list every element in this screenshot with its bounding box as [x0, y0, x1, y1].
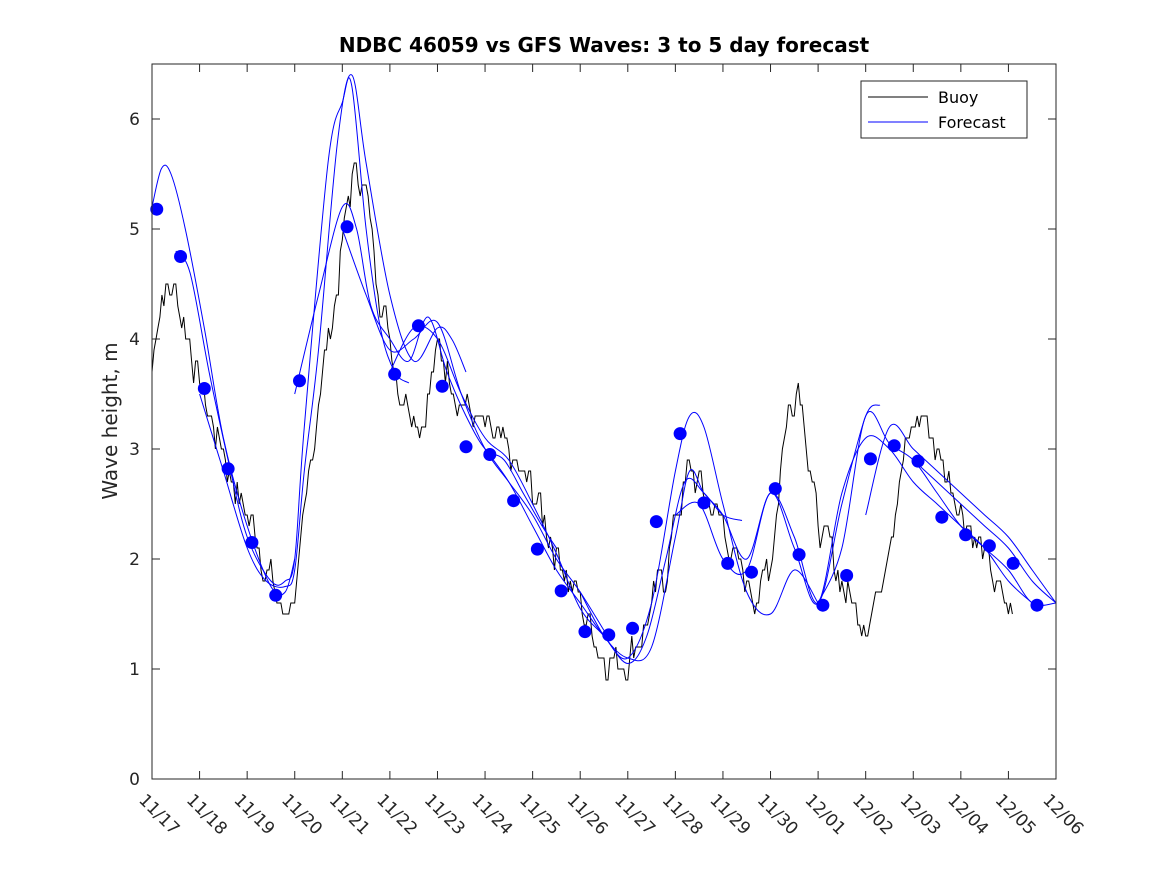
x-tick-label: 11/19: [230, 790, 279, 839]
buoy-line: [151, 162, 1013, 681]
y-tick-label: 1: [129, 660, 140, 680]
forecast-line-5: [341, 228, 605, 631]
x-tick-labels: 11/1711/1811/1911/2011/2111/2211/2311/24…: [134, 790, 1087, 839]
forecast-point: [411, 319, 425, 333]
forecast-point: [340, 220, 354, 234]
forecast-point: [554, 584, 568, 598]
forecast-point: [530, 542, 544, 556]
x-tick-label: 11/29: [705, 790, 754, 839]
x-tick-label: 11/28: [658, 790, 707, 839]
legend-forecast-label: Forecast: [938, 113, 1006, 132]
plot-frame: [151, 63, 1057, 780]
forecast-point: [388, 367, 402, 381]
forecast-point: [578, 625, 592, 639]
buoy-series-layer: [151, 162, 1013, 681]
y-tick-label: 6: [129, 110, 140, 130]
x-tick-label: 12/02: [848, 790, 897, 839]
forecast-line-6: [389, 325, 743, 665]
forecast-point: [673, 427, 687, 441]
x-tick-label: 12/06: [1038, 790, 1087, 839]
forecast-point: [697, 496, 711, 510]
forecast-point: [435, 379, 449, 393]
x-tick-label: 11/27: [610, 790, 659, 839]
forecast-point: [959, 528, 973, 542]
y-tick-label: 5: [129, 220, 140, 240]
legend-buoy-label: Buoy: [938, 88, 978, 107]
forecast-point: [1030, 598, 1044, 612]
legend: Buoy Forecast: [860, 80, 1028, 139]
y-tick-label: 2: [129, 550, 140, 570]
forecast-point: [1006, 556, 1020, 570]
x-tick-label: 11/20: [277, 790, 326, 839]
forecast-line-10: [817, 411, 1057, 606]
forecast-point: [982, 539, 996, 553]
y-tick-labels: 0 1 2 3 4 5 6: [129, 110, 140, 790]
x-tick-label: 11/23: [420, 790, 469, 839]
forecast-point: [245, 536, 259, 549]
x-tick-label: 11/24: [468, 790, 517, 839]
forecast-line-8: [579, 404, 881, 662]
x-tick-label: 11/18: [182, 790, 231, 839]
forecast-point: [221, 462, 235, 476]
y-tick-label: 3: [129, 440, 140, 460]
forecast-point: [626, 621, 640, 635]
forecast-point: [174, 250, 188, 263]
chart-title: NDBC 46059 vs GFS Waves: 3 to 5 day fore…: [339, 33, 870, 57]
x-tick-label: 12/04: [943, 790, 992, 839]
legend-box: [860, 80, 1028, 139]
forecast-point: [649, 515, 663, 529]
y-tick-label: 4: [129, 330, 140, 350]
forecast-point: [911, 454, 925, 468]
x-tick-label: 11/30: [753, 790, 802, 839]
x-tick-label: 11/21: [325, 790, 374, 839]
forecast-line-12: [912, 459, 1057, 604]
y-tick-label: 0: [129, 770, 140, 790]
forecast-point: [744, 565, 758, 579]
x-tick-label: 11/17: [134, 790, 183, 839]
y-axis-label: Wave height, m: [98, 342, 122, 499]
forecast-point: [768, 482, 782, 496]
forecast-point: [197, 382, 211, 395]
forecast-point: [602, 628, 616, 642]
forecast-point: [292, 374, 306, 388]
x-tick-label: 12/05: [991, 790, 1040, 839]
forecast-point: [721, 556, 735, 570]
x-tick-label: 11/22: [372, 790, 421, 839]
x-tick-label: 11/26: [563, 790, 612, 839]
x-tick-label: 11/25: [515, 790, 564, 839]
forecast-point: [863, 452, 877, 466]
forecast-point: [816, 598, 830, 612]
forecast-line-7: [484, 411, 819, 660]
forecast-series-layer: [151, 74, 1057, 665]
forecast-point: [792, 548, 806, 562]
axis-ticks: [151, 64, 1057, 780]
forecast-point: [269, 588, 283, 602]
forecast-point: [507, 494, 521, 508]
forecast-point: [840, 569, 854, 582]
forecast-point: [887, 439, 901, 453]
forecast-point: [935, 510, 949, 524]
forecast-line-2: [175, 77, 410, 586]
forecast-points-layer: [150, 202, 1044, 642]
forecast-point: [150, 202, 164, 216]
forecast-point: [483, 448, 497, 461]
forecast-point: [459, 440, 473, 454]
forecast-line-3: [199, 74, 467, 588]
x-tick-label: 12/03: [896, 790, 945, 839]
forecast-line-11: [865, 423, 1057, 604]
x-tick-label: 12/01: [801, 790, 850, 839]
